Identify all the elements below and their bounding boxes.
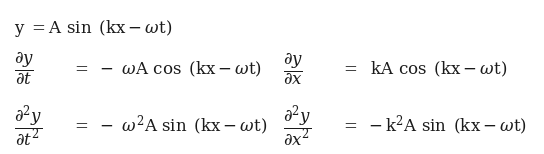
Text: $\mathrm{y}\ =\mathrm{A}\ \sin\ (\mathrm{kx}-\omega\mathrm{t})$: $\mathrm{y}\ =\mathrm{A}\ \sin\ (\mathrm… — [14, 18, 172, 39]
Text: $=\ -\ \omega\mathrm{A}\ \cos\ (\mathrm{kx}-\omega\mathrm{t})$: $=\ -\ \omega\mathrm{A}\ \cos\ (\mathrm{… — [71, 60, 262, 79]
Text: $\dfrac{\partial^2 y}{\partial t^2}$: $\dfrac{\partial^2 y}{\partial t^2}$ — [14, 103, 42, 149]
Text: $\dfrac{\partial y}{\partial x}$: $\dfrac{\partial y}{\partial x}$ — [283, 52, 303, 87]
Text: $=\ -\ \omega^2\mathrm{A}\ \sin\ (\mathrm{kx}-\omega\mathrm{t})$: $=\ -\ \omega^2\mathrm{A}\ \sin\ (\mathr… — [71, 114, 267, 138]
Text: $=\ \ \mathrm{k}\mathrm{A}\ \cos\ (\mathrm{kx}-\omega\mathrm{t})$: $=\ \ \mathrm{k}\mathrm{A}\ \cos\ (\math… — [340, 60, 508, 79]
Text: $=\ -\mathrm{k}^2\mathrm{A}\ \sin\ (\mathrm{kx}-\omega\mathrm{t})$: $=\ -\mathrm{k}^2\mathrm{A}\ \sin\ (\mat… — [340, 114, 527, 138]
Text: $\dfrac{\partial^2 y}{\partial x^2}$: $\dfrac{\partial^2 y}{\partial x^2}$ — [283, 103, 312, 149]
Text: $\dfrac{\partial y}{\partial t}$: $\dfrac{\partial y}{\partial t}$ — [14, 51, 34, 87]
